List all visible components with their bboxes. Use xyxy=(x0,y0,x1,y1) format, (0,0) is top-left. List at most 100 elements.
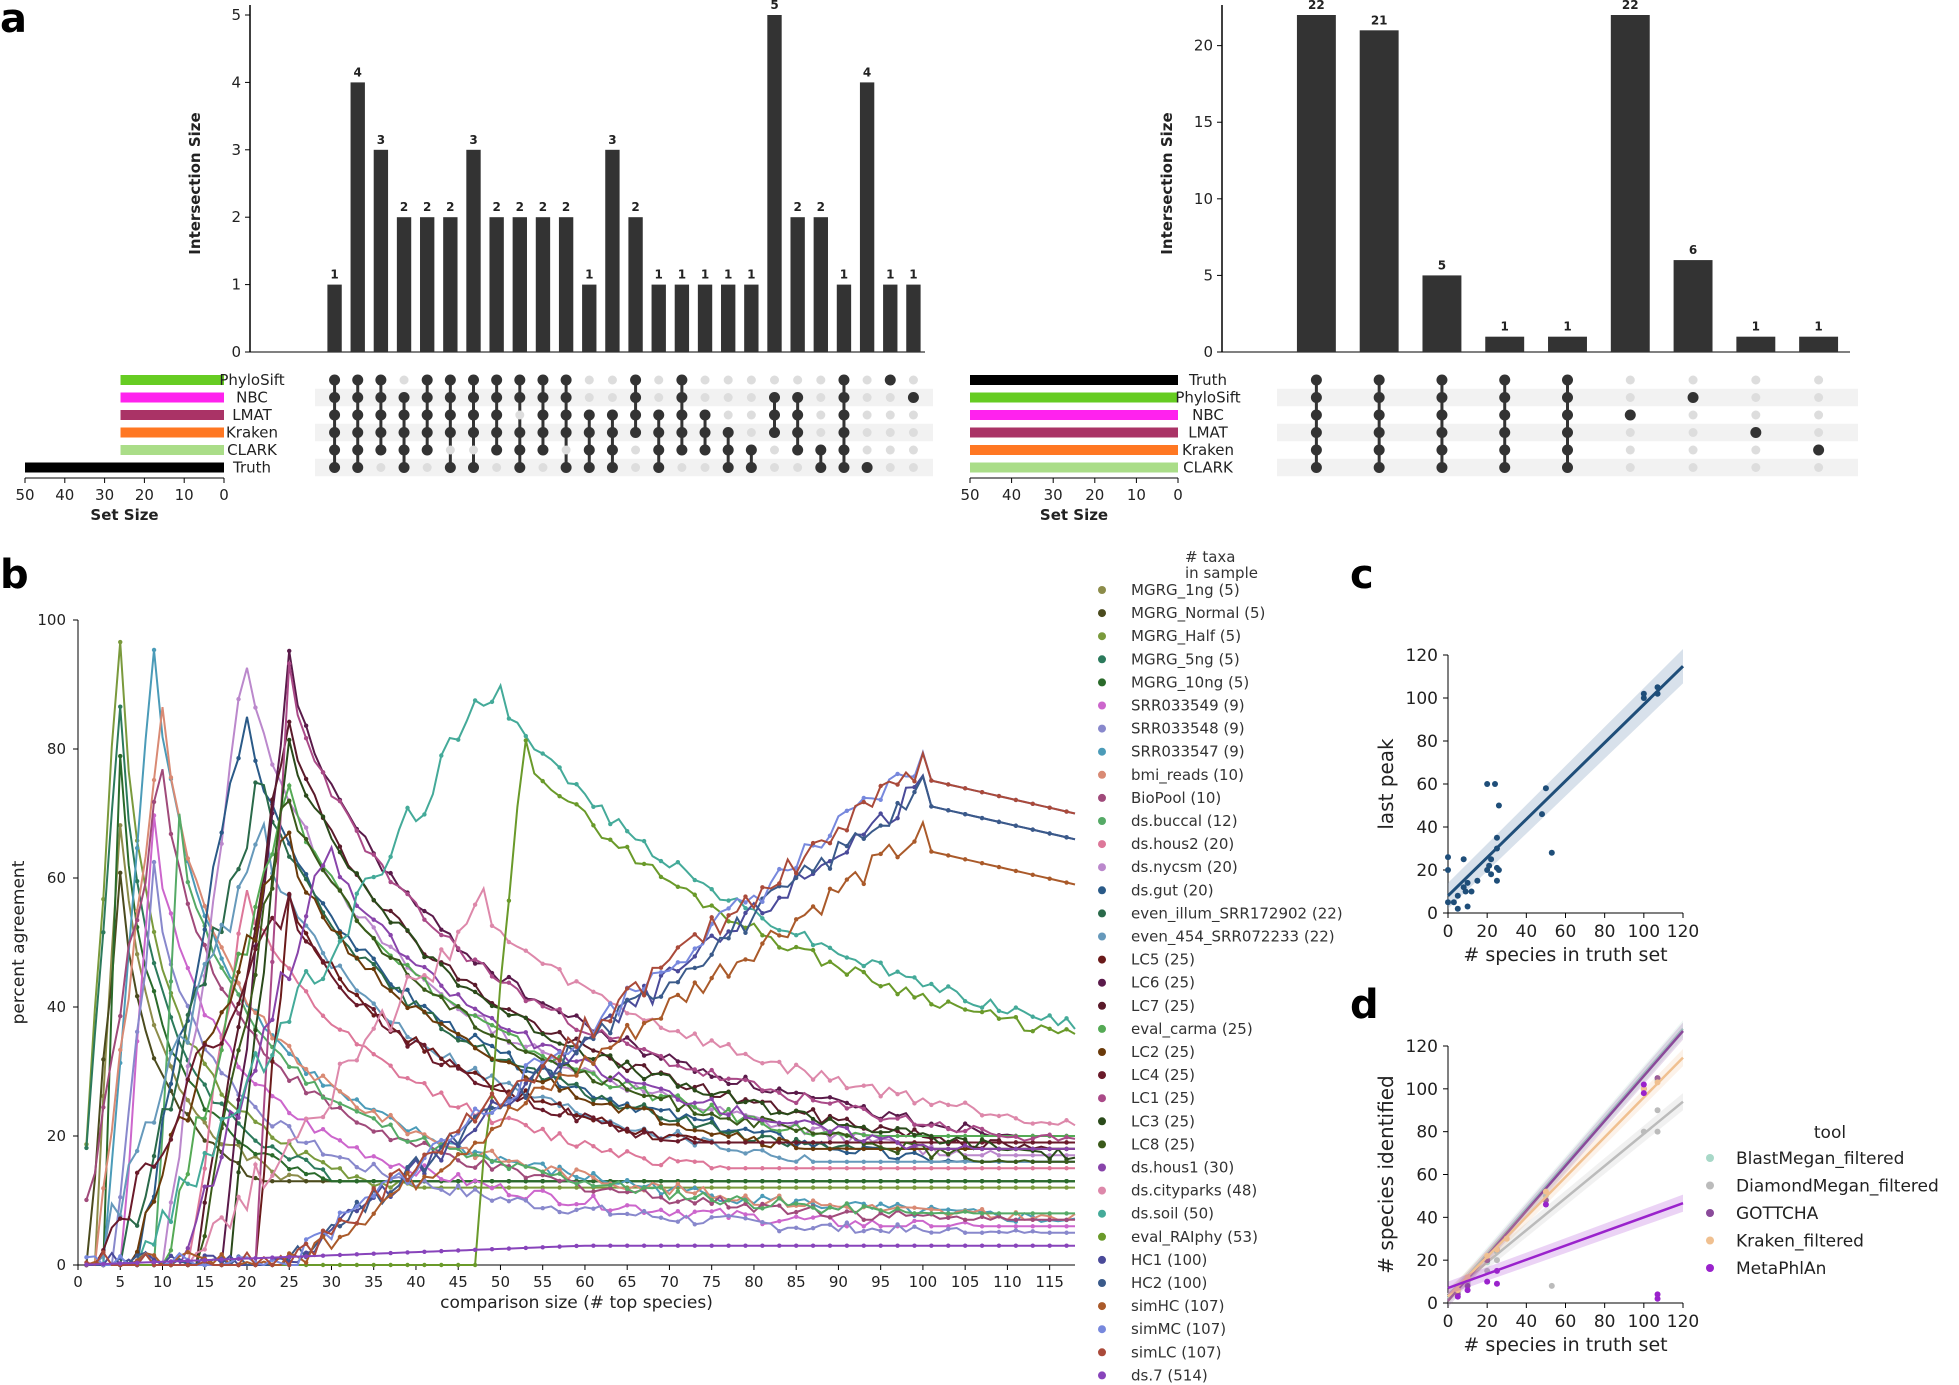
agreement-series-point xyxy=(1064,1185,1069,1190)
set-size-tick-label: 50 xyxy=(15,486,34,504)
agreement-series-point xyxy=(303,914,309,919)
agreement-series-point xyxy=(202,1184,207,1189)
agreement-series-point xyxy=(675,1243,681,1248)
agreement-series-point xyxy=(591,1171,596,1176)
membership-dot-filled xyxy=(792,444,804,456)
agreement-series-point xyxy=(371,1194,376,1199)
bar-value-label: 1 xyxy=(655,268,663,282)
agreement-series-point xyxy=(270,1017,275,1022)
agreement-series-line xyxy=(86,819,1076,1267)
agreement-series-point xyxy=(760,899,765,905)
legend-marker xyxy=(1706,1181,1714,1190)
agreement-series-point xyxy=(253,1104,258,1110)
panel-label-d: d xyxy=(1350,982,1379,1028)
agreement-series-point xyxy=(1064,1243,1069,1248)
legend-marker xyxy=(1098,1071,1106,1080)
legend-label: bmi_reads (10) xyxy=(1131,766,1244,785)
x-tick-label: 50 xyxy=(491,1273,510,1291)
bar-value-label: 2 xyxy=(793,200,801,214)
membership-dot-filled xyxy=(537,427,549,438)
intersection-bar xyxy=(420,217,435,352)
agreement-series-point xyxy=(1047,1013,1052,1018)
agreement-series-point xyxy=(168,1064,174,1069)
agreement-series-point xyxy=(810,1226,816,1231)
agreement-series-point xyxy=(912,975,917,980)
intersection-bar xyxy=(859,82,875,353)
agreement-series-point xyxy=(996,1133,1002,1139)
agreement-series-point xyxy=(439,1062,444,1068)
agreement-series-point xyxy=(962,1121,968,1126)
agreement-series-point xyxy=(388,1063,393,1068)
agreement-series-point xyxy=(489,1043,495,1049)
agreement-series-point xyxy=(878,984,883,989)
agreement-series-point xyxy=(540,778,545,784)
agreement-series-point xyxy=(658,1025,664,1030)
membership-dot-filled xyxy=(792,427,804,438)
membership-dot-empty xyxy=(677,463,687,472)
membership-dot-filled xyxy=(815,444,827,456)
agreement-series-point xyxy=(202,961,207,967)
agreement-series-point xyxy=(726,1140,731,1145)
agreement-series-point xyxy=(472,1262,478,1268)
agreement-series-point xyxy=(641,1053,647,1058)
agreement-series-point xyxy=(946,1243,951,1248)
agreement-series-point xyxy=(641,1185,647,1190)
agreement-series-point xyxy=(996,1140,1002,1145)
agreement-series-point xyxy=(777,1128,782,1134)
bar-value-label: 1 xyxy=(886,268,894,282)
agreement-series-point xyxy=(810,1185,816,1190)
legend-marker xyxy=(1098,1048,1106,1056)
scatter-point xyxy=(1493,877,1500,884)
membership-dot-empty xyxy=(1688,463,1698,472)
agreement-series-point xyxy=(523,1030,529,1035)
set-size-bar xyxy=(120,445,224,455)
agreement-series-point xyxy=(793,1243,799,1248)
scatter-point xyxy=(1654,1079,1661,1086)
membership-dot-empty xyxy=(1814,428,1824,437)
agreement-series-point xyxy=(878,1159,883,1165)
agreement-series-point xyxy=(540,1185,545,1190)
intersection-bar xyxy=(883,284,898,352)
agreement-series-point xyxy=(895,1178,900,1184)
agreement-series-point xyxy=(624,844,630,850)
agreement-series-point xyxy=(1064,1140,1069,1145)
membership-dot-empty xyxy=(746,375,756,385)
agreement-series-point xyxy=(405,1131,410,1137)
membership-dot-empty xyxy=(700,393,710,402)
agreement-series-point xyxy=(101,1250,106,1255)
agreement-series-point xyxy=(726,1076,731,1081)
agreement-series-point xyxy=(1030,827,1035,832)
agreement-series-point xyxy=(168,1137,174,1142)
agreement-series-point xyxy=(675,1189,681,1194)
membership-dot-filled xyxy=(1373,427,1385,438)
agreement-series-point xyxy=(658,1207,664,1213)
x-tick-label: 0 xyxy=(1443,1312,1454,1332)
agreement-series-point xyxy=(793,1140,799,1145)
scatter-point xyxy=(1474,877,1481,884)
agreement-series-point xyxy=(624,1211,630,1217)
set-size-tick-label: 20 xyxy=(1085,486,1104,504)
agreement-series-point xyxy=(557,794,562,799)
agreement-series-point xyxy=(472,902,478,907)
set-name-label: NBC xyxy=(236,389,268,407)
intersection-bar xyxy=(906,284,921,352)
agreement-series-point xyxy=(557,967,562,972)
agreement-series-point xyxy=(151,859,157,865)
agreement-series-point xyxy=(1030,1211,1035,1216)
membership-dot-filled xyxy=(606,427,618,438)
agreement-series-point xyxy=(844,1185,850,1190)
agreement-series-point xyxy=(506,1080,512,1086)
membership-dot-empty xyxy=(908,375,918,385)
agreement-series-point xyxy=(793,871,799,876)
x-tick-label: 45 xyxy=(449,1273,468,1291)
agreement-series-point xyxy=(912,789,917,795)
membership-dot-empty xyxy=(816,393,826,402)
agreement-series-point xyxy=(827,1205,833,1210)
x-tick-label: 60 xyxy=(575,1273,594,1291)
agreement-series-point xyxy=(912,1185,917,1190)
agreement-series-point xyxy=(793,917,799,922)
agreement-series-point xyxy=(1064,1159,1069,1165)
agreement-series-point xyxy=(929,1140,934,1145)
agreement-series-point xyxy=(354,1204,360,1209)
agreement-series-point xyxy=(912,1101,917,1106)
